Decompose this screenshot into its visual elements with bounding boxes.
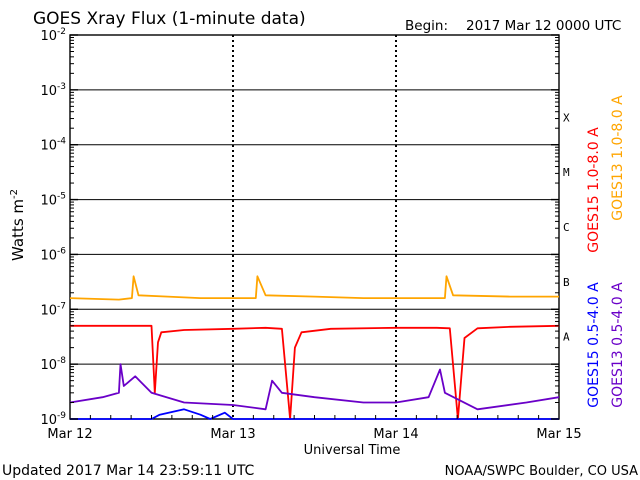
flare-class-labels: A B C M X [563,111,570,343]
y-axis-ticks: 10-9 10-8 10-7 10-6 10-5 10-4 10-3 10-2 [40,27,559,428]
legend-goes15_short: GOES15 0.5-4.0 A [586,282,602,408]
y-tick-label: 10-4 [40,137,66,154]
y-tick-label: 10-7 [40,301,66,318]
begin-value: 2017 Mar 12 0000 UTC [466,18,621,34]
y-tick-label: 10-2 [40,27,66,44]
x-tick-label: Mar 15 [536,427,581,442]
updated-time: Updated 2017 Mar 14 23:59:11 UTC [2,463,255,479]
flare-class-C: C [563,221,570,234]
flare-class-X: X [563,111,570,124]
begin-label: Begin: [405,18,448,34]
y-tick-label: 10-6 [40,246,66,263]
flare-class-B: B [563,276,570,289]
y-tick-label: 10-5 [40,192,66,209]
x-tick-label: Mar 13 [210,427,255,442]
x-tick-label: Mar 12 [47,427,92,442]
plot-frame [69,34,560,420]
x-axis-title: Universal Time [304,443,401,458]
grid-lines [70,35,559,419]
series-goes13_short [69,363,560,411]
data-series [69,275,560,420]
legend-goes15_long: GOES15 1.0-8.0 A [586,127,602,253]
y-axis-title-group: Watts m-2 [9,189,27,261]
legend-goes13_long: GOES13 1.0-8.0 A [610,95,626,221]
x-tick-label: Mar 14 [373,427,418,442]
y-tick-label: 10-8 [40,356,66,373]
series-goes15_long [70,324,560,420]
x-axis-ticks: Mar 12 Mar 13 Mar 14 Mar 15 [47,415,582,442]
data-source: NOAA/SWPC Boulder, CO USA [445,464,638,479]
flare-class-M: M [563,166,570,179]
y-axis-title: Watts m-2 [9,189,27,261]
series-goes15_short [70,408,559,420]
series-goes13_long [69,275,559,301]
legend-goes13_short: GOES13 0.5-4.0 A [610,282,626,408]
legend: GOES15 1.0-8.0 A GOES13 1.0-8.0 A GOES15 0… [586,95,626,408]
y-tick-label: 10-3 [40,82,66,99]
flare-class-A: A [563,331,570,344]
chart-title: GOES Xray Flux (1-minute data) [33,9,306,29]
y-tick-label: 10-9 [40,411,66,428]
